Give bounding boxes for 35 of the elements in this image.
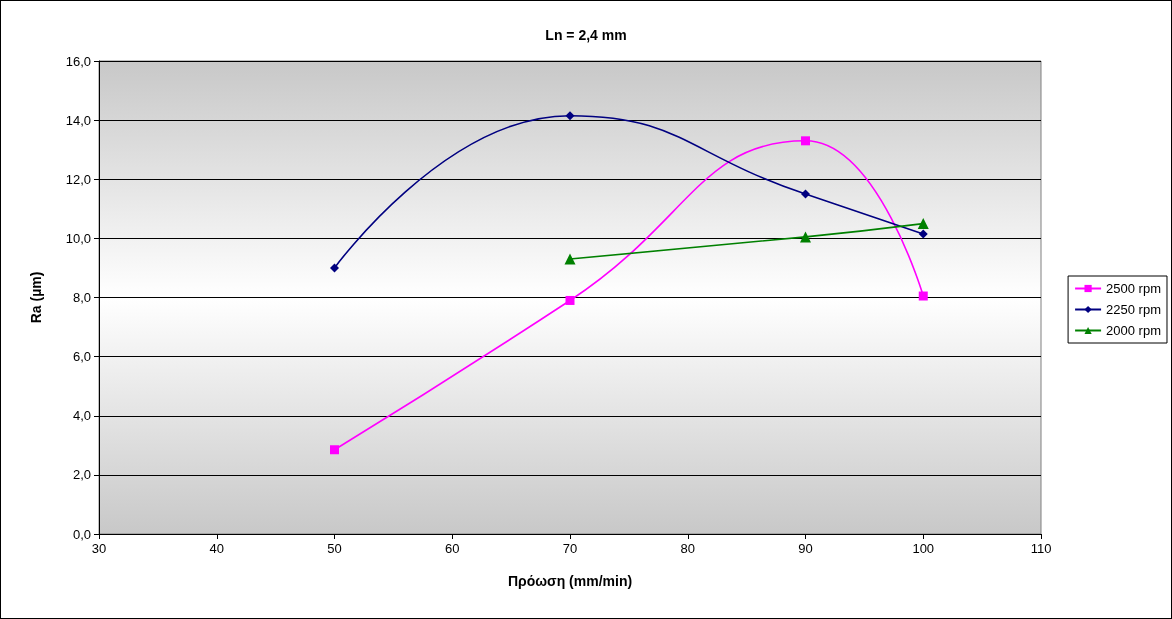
point — [917, 218, 929, 230]
y-tick-label: 0,0 — [72, 526, 91, 542]
y-tick-label: 6,0 — [72, 349, 91, 365]
point — [565, 111, 575, 121]
point — [330, 263, 339, 273]
y-tick-label: 16,0 — [65, 53, 91, 69]
y-tick-label: 4,0 — [72, 408, 91, 424]
point — [330, 445, 339, 455]
point — [801, 136, 810, 146]
x-tick-label: 80 — [680, 541, 695, 556]
x-tick-label: 100 — [912, 541, 935, 556]
legend-label: 2250 rpm — [1106, 302, 1161, 317]
point — [800, 231, 811, 243]
point — [918, 229, 928, 239]
point — [801, 189, 810, 199]
point — [918, 291, 928, 301]
x-tick-label: 90 — [798, 541, 813, 556]
point — [565, 295, 575, 305]
x-tick-label: 70 — [562, 541, 578, 556]
x-tick-label: 110 — [1030, 541, 1052, 556]
x-tick-label: 60 — [445, 541, 460, 556]
legend-label: 2000 rpm — [1106, 323, 1161, 338]
x-tick-label: 40 — [209, 541, 224, 556]
y-tick-label: 12,0 — [65, 171, 91, 187]
legend-label: 2500 rpm — [1106, 281, 1161, 296]
chart-title: Ln = 2,4 mm — [545, 27, 627, 43]
y-tick-label: 10,0 — [65, 230, 91, 246]
y-tick-label: 14,0 — [65, 112, 91, 128]
y-tick-label: 2,0 — [72, 467, 91, 483]
point — [564, 253, 576, 265]
y-tick-label: 8,0 — [72, 290, 91, 305]
x-tick-label: 50 — [327, 541, 342, 556]
x-tick-label: 30 — [91, 541, 107, 556]
y-axis-title: Ra (µm) — [28, 271, 44, 324]
x-axis-title: Πρόωση (mm/min) — [507, 573, 633, 589]
